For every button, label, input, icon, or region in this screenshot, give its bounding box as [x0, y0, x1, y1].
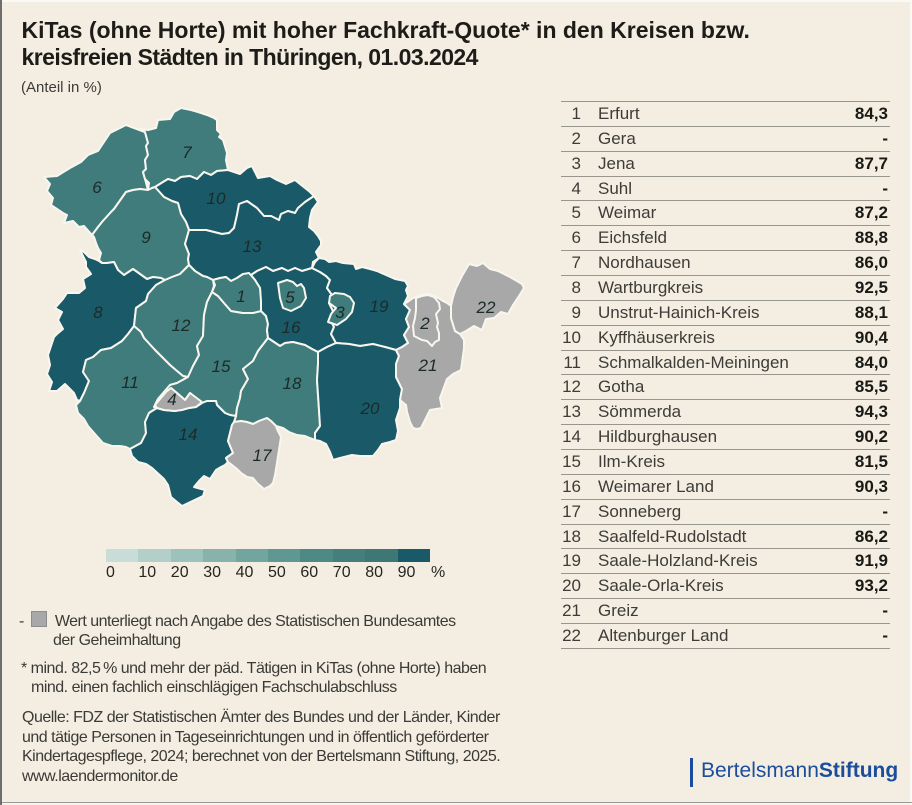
svg-text:20: 20: [360, 399, 380, 418]
svg-text:18: 18: [283, 374, 302, 393]
svg-text:11: 11: [121, 373, 139, 392]
svg-text:12: 12: [172, 316, 191, 335]
svg-text:3: 3: [335, 303, 345, 322]
svg-text:15: 15: [212, 357, 231, 376]
svg-text:7: 7: [182, 143, 192, 162]
svg-text:16: 16: [282, 318, 301, 337]
svg-text:22: 22: [476, 298, 496, 317]
svg-text:17: 17: [253, 446, 272, 465]
svg-text:10: 10: [207, 189, 226, 208]
svg-text:1: 1: [236, 287, 245, 306]
svg-text:21: 21: [418, 356, 438, 375]
svg-text:19: 19: [370, 297, 389, 316]
svg-text:8: 8: [93, 303, 103, 322]
svg-text:5: 5: [285, 288, 295, 307]
svg-text:14: 14: [179, 425, 198, 444]
svg-text:4: 4: [167, 390, 176, 409]
svg-text:2: 2: [419, 314, 430, 333]
svg-text:6: 6: [92, 178, 102, 197]
svg-text:9: 9: [141, 228, 151, 247]
svg-text:13: 13: [243, 237, 262, 256]
